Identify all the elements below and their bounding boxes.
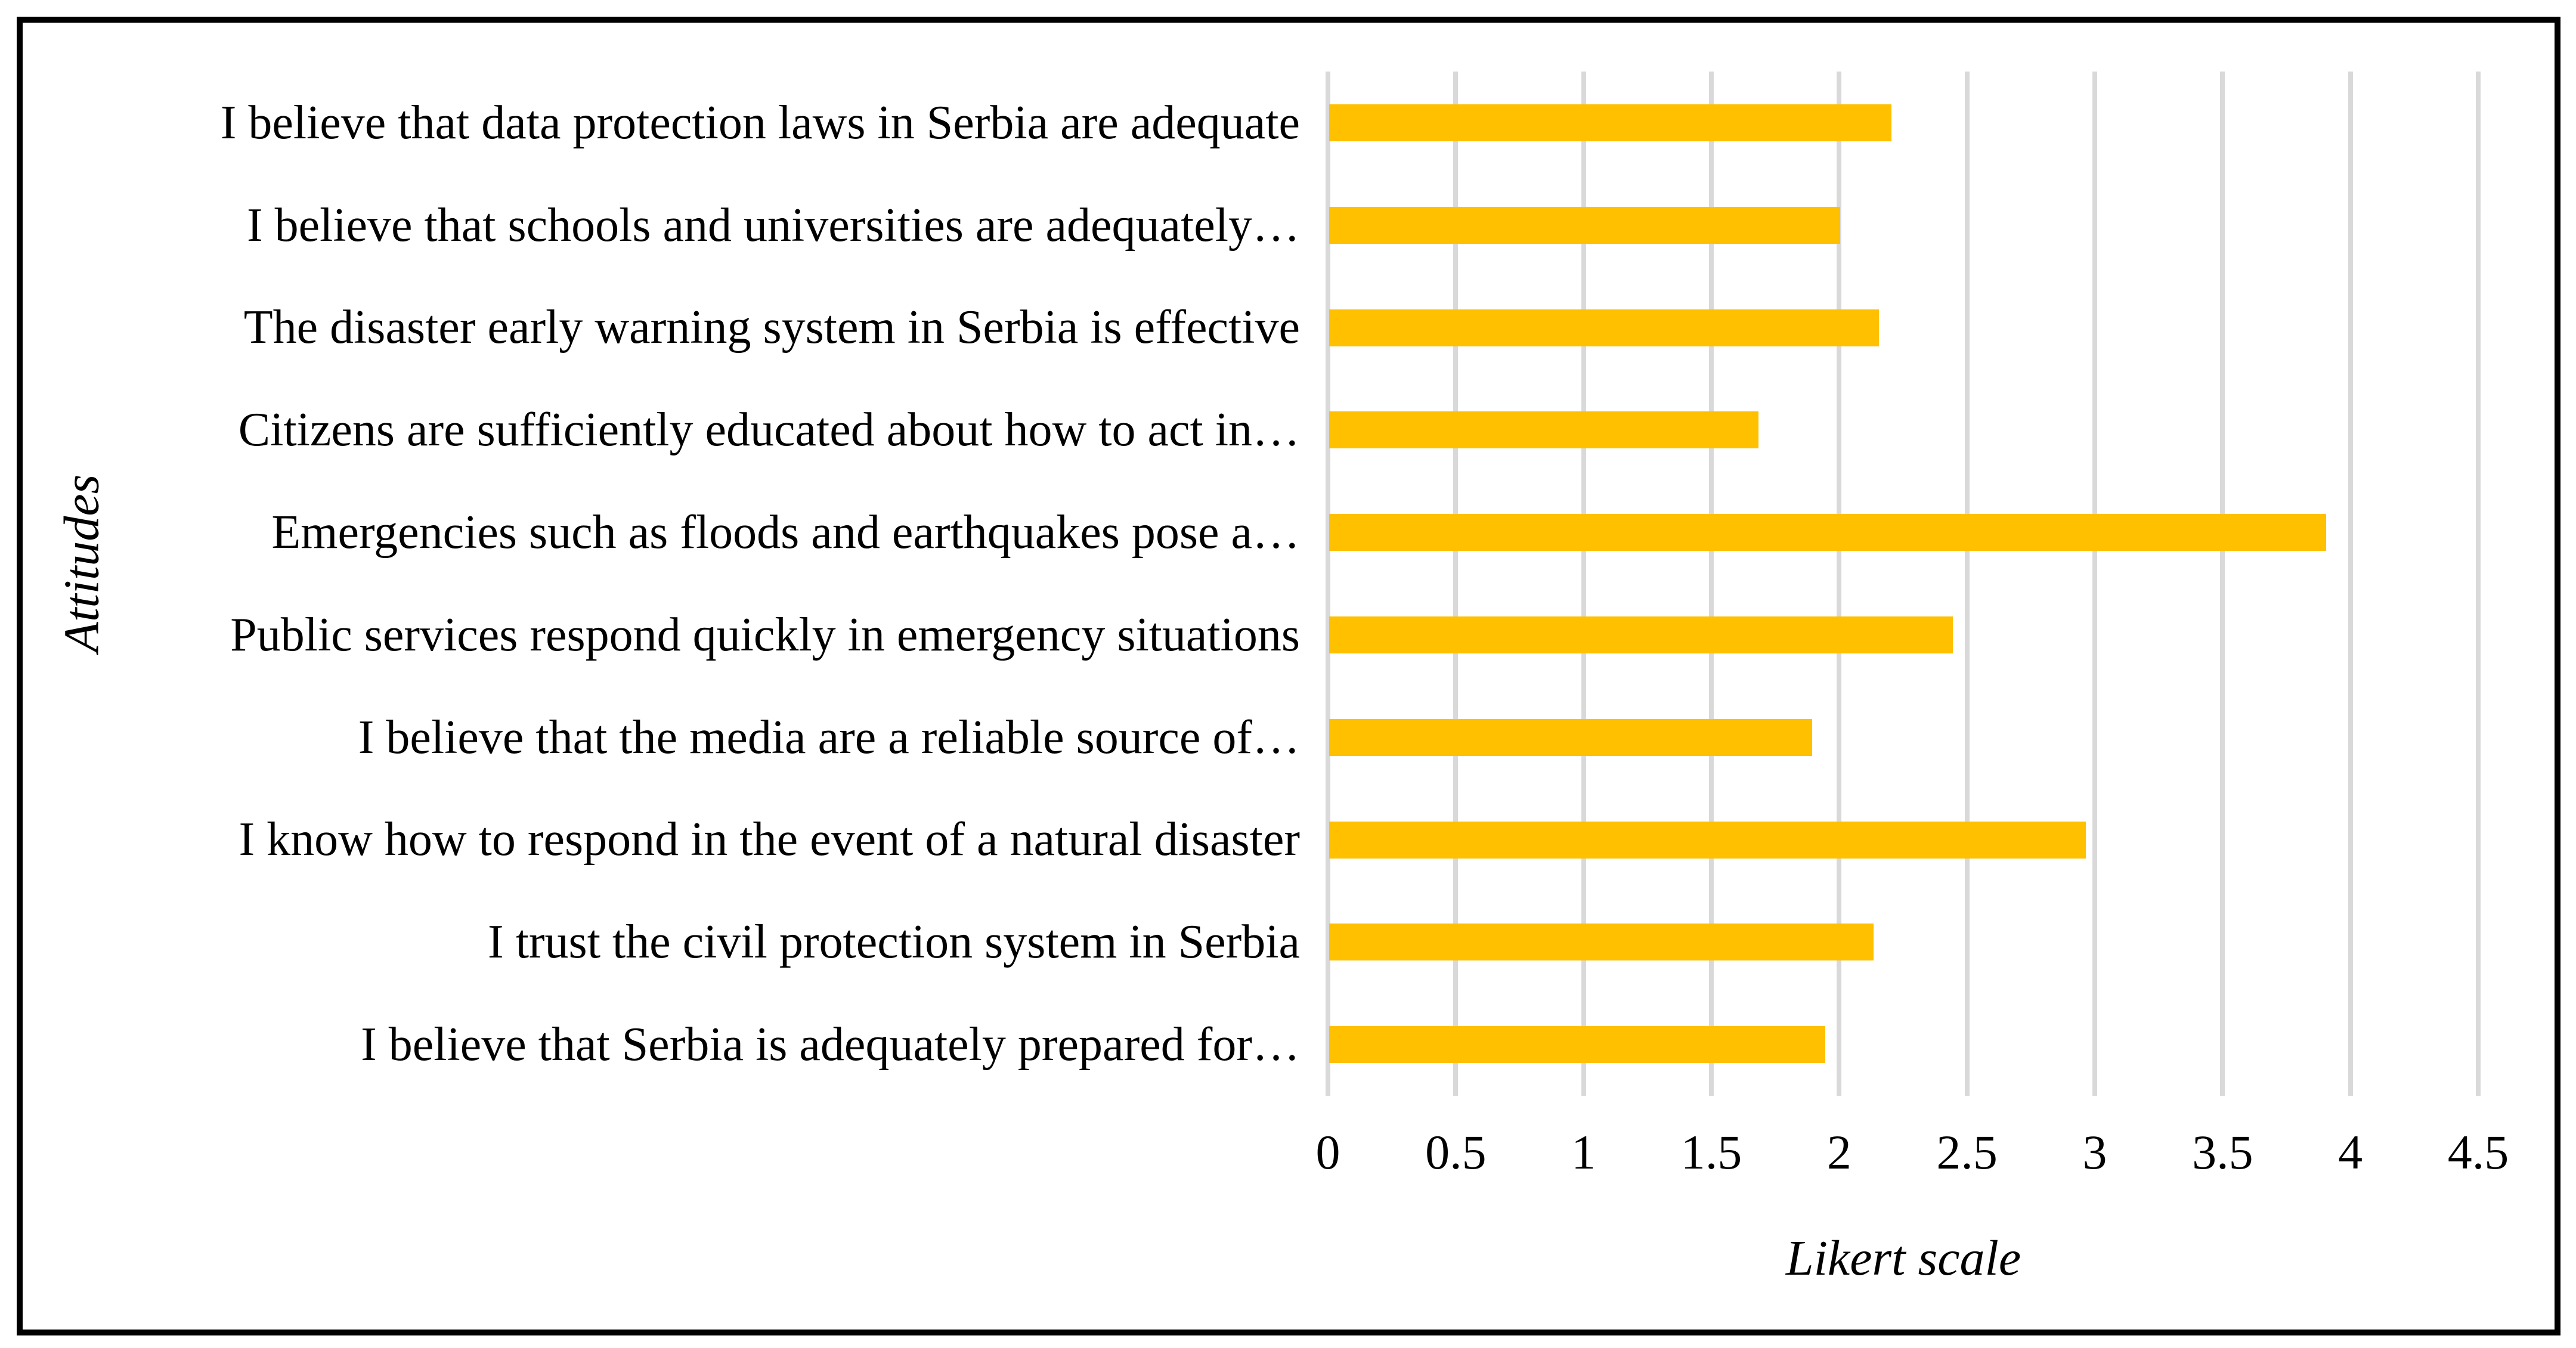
bar	[1329, 718, 1813, 756]
gridline-0.5	[1453, 72, 1459, 1096]
x-tick-label: 2	[1826, 1125, 1852, 1179]
x-tick-label: 2.5	[1936, 1125, 1998, 1179]
category-label: The disaster early warning system in Ser…	[243, 301, 1300, 354]
category-label: Public services respond quickly in emerg…	[230, 608, 1300, 661]
category-label: Citizens are sufficiently educated about…	[238, 404, 1300, 457]
bar	[1329, 514, 2326, 551]
gridline-3	[2092, 72, 2097, 1096]
x-tick-label: 3.5	[2192, 1125, 2253, 1179]
plot-area	[1326, 72, 2481, 1096]
category-label: Emergencies such as floods and earthquak…	[271, 506, 1300, 559]
bar	[1329, 1026, 1825, 1064]
gridline-1.5	[1709, 72, 1714, 1096]
bar	[1329, 411, 1759, 449]
bar	[1329, 206, 1841, 244]
x-tick-label: 4	[2338, 1125, 2363, 1179]
bar	[1329, 309, 1879, 346]
x-axis-ticks: 0 0.5 1 1.5 2 2.5 3 3.5 4 4.5	[1316, 1120, 2509, 1185]
gridline-2	[1837, 72, 1842, 1096]
x-tick-label: 1	[1571, 1125, 1596, 1179]
bar	[1329, 821, 2086, 859]
category-label: I know how to respond in the event of a …	[239, 813, 1300, 866]
category-label: I believe that data protection laws in S…	[220, 96, 1300, 149]
category-label: I believe that schools and universities …	[246, 199, 1300, 252]
x-axis-title: Likert scale	[1785, 1231, 2021, 1286]
x-tick-label: 0.5	[1425, 1125, 1487, 1179]
bar	[1329, 104, 1892, 141]
category-label: I believe that the media are a reliable …	[358, 711, 1300, 764]
gridline-2.5	[1964, 72, 1970, 1096]
gridline-4	[2348, 72, 2353, 1096]
x-tick-label: 4.5	[2447, 1125, 2509, 1179]
x-tick-label: 0	[1315, 1125, 1340, 1179]
x-tick-label: 1.5	[1680, 1125, 1742, 1179]
gridline-3.5	[2220, 72, 2225, 1096]
x-tick-label: 3	[2082, 1125, 2107, 1179]
gridline-0	[1326, 72, 1330, 1096]
bar	[1329, 924, 1874, 961]
bar	[1329, 616, 1953, 653]
chart-outer-border	[17, 17, 2560, 1335]
category-label: I trust the civil protection system in S…	[488, 916, 1300, 969]
gridline-1	[1581, 72, 1586, 1096]
category-label: I believe that Serbia is adequately prep…	[361, 1018, 1300, 1071]
gridline-4.5	[2476, 72, 2481, 1096]
